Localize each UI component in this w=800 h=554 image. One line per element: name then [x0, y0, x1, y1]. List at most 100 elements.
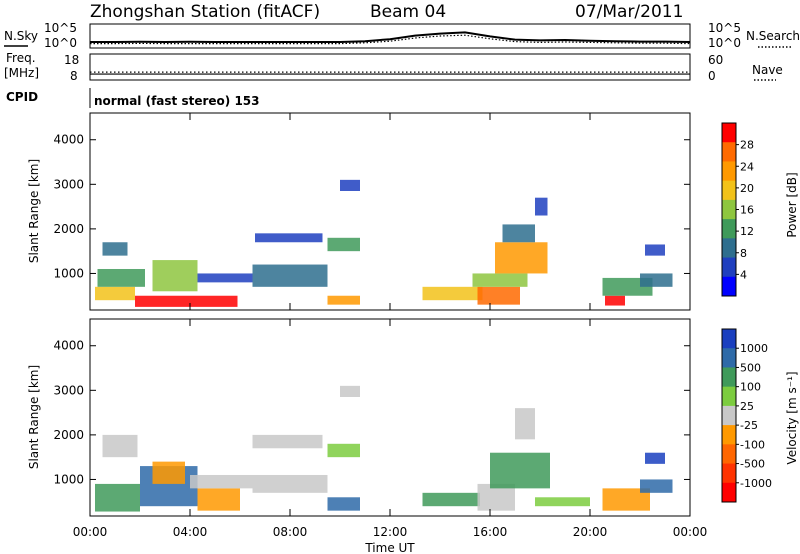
power-colorbar-tick-label: 24 — [740, 160, 754, 173]
power-echo-patch — [252, 264, 328, 287]
velocity-echo-patch — [152, 461, 185, 484]
power-colorbar-swatch — [722, 123, 736, 143]
cpid-value: normal (fast stereo) 153 — [94, 94, 260, 108]
velocity-colorbar-swatch — [722, 444, 736, 465]
power-heatmap — [95, 179, 673, 307]
power-colorbar-swatch — [722, 161, 736, 182]
velocity-colorbar-tick-label: -500 — [740, 458, 765, 471]
nsearch-label: N.Search — [746, 29, 800, 43]
power-echo-patch — [102, 242, 128, 256]
velocity-colorbar-swatch — [722, 386, 736, 407]
velocity-echo-patch — [252, 434, 323, 449]
time-tick-label: 00:00 — [673, 525, 708, 539]
noise-ytick-bottom-right: 10^0 — [708, 36, 741, 50]
power-ylabel: Slant Range [km] — [27, 159, 41, 263]
nave-ytick-top: 60 — [708, 53, 723, 67]
power-colorbar-label: Power [dB] — [785, 172, 799, 237]
noise-line-search — [90, 34, 691, 45]
velocity-colorbar-swatch — [722, 405, 736, 426]
velocity-ytick-label: 2000 — [53, 428, 84, 442]
velocity-colorbar: 1000 500 100 25 -25 -100 -500 -1000 — [721, 328, 772, 503]
power-echo-patch — [340, 179, 360, 191]
power-echo-patch — [645, 244, 665, 256]
noise-ytick-bottom-left: 10^0 — [44, 36, 77, 50]
velocity-yaxis: 4000 3000 2000 1000 — [53, 339, 690, 486]
nave-label: Nave — [752, 63, 783, 77]
time-tick-label: 16:00 — [473, 525, 508, 539]
time-axis-label: Time UT — [364, 541, 415, 554]
beam-label: Beam 04 — [370, 2, 446, 22]
velocity-heatmap — [95, 385, 673, 512]
power-echo-patch — [197, 273, 253, 283]
time-tick-label: 08:00 — [273, 525, 308, 539]
power-colorbar-swatch — [722, 142, 736, 162]
power-colorbar-swatch — [722, 219, 736, 239]
noise-series — [90, 31, 691, 45]
power-colorbar-tick-label: 16 — [740, 204, 754, 217]
time-tick-label: 04:00 — [173, 525, 208, 539]
date-label: 07/Mar/2011 — [575, 2, 683, 22]
power-colorbar-tick-label: 8 — [740, 247, 747, 260]
power-echo-patch — [472, 273, 528, 287]
velocity-colorbar-swatch — [722, 463, 736, 484]
time-tick-label: 12:00 — [373, 525, 408, 539]
noise-ytick-top-right: 10^5 — [708, 21, 741, 35]
power-colorbar-tick-label: 20 — [740, 182, 754, 195]
velocity-colorbar-swatch — [722, 482, 736, 503]
velocity-colorbar-tick-label: 25 — [740, 400, 754, 413]
nave-ytick-bottom: 0 — [708, 69, 716, 83]
velocity-echo-patch — [252, 474, 328, 493]
power-colorbar-swatch — [722, 276, 736, 297]
freq-strip: Freq. [MHz] 18 8 60 0 Nave — [4, 51, 783, 83]
velocity-colorbar-tick-label: 100 — [740, 381, 761, 394]
power-colorbar-swatch — [722, 180, 736, 201]
noise-line-sky — [90, 31, 691, 44]
noise-frame — [89, 23, 691, 49]
freq-series — [90, 71, 690, 75]
power-colorbar-tick-label: 28 — [740, 139, 754, 152]
velocity-colorbar-tick-label: -25 — [740, 419, 758, 432]
velocity-colorbar-swatch — [722, 425, 736, 445]
power-ytick-label: 1000 — [53, 266, 84, 280]
time-tick-label: 00:00 — [73, 525, 108, 539]
velocity-echo-patch — [327, 497, 360, 511]
station-title: Zhongshan Station (fitACF) — [90, 2, 320, 22]
velocity-ytick-label: 4000 — [53, 339, 84, 353]
velocity-echo-patch — [515, 408, 535, 440]
velocity-colorbar-swatch — [722, 329, 736, 349]
velocity-colorbar-tick-label: -100 — [740, 438, 765, 451]
velocity-colorbar-swatch — [722, 367, 736, 388]
cpid-label: CPID — [6, 90, 38, 104]
noise-ytick-top-left: 10^5 — [44, 21, 77, 35]
freq-label-line1: Freq. — [6, 51, 36, 65]
power-colorbar: 28 24 20 16 12 8 4 — [721, 122, 754, 297]
power-echo-patch — [535, 197, 548, 216]
velocity-colorbar-tick-label: -1000 — [740, 477, 772, 490]
velocity-echo-patch — [190, 474, 253, 489]
velocity-colorbar-swatch — [722, 348, 736, 368]
power-colorbar-tick-label: 4 — [740, 268, 747, 281]
velocity-ytick-label: 1000 — [53, 472, 84, 486]
velocity-echo-patch — [645, 452, 665, 464]
velocity-echo-patch — [197, 488, 240, 511]
velocity-echo-patch — [535, 497, 590, 507]
power-echo-patch — [135, 295, 238, 307]
power-echo-patch — [97, 268, 145, 287]
power-echo-patch — [152, 260, 198, 292]
power-echo-patch — [495, 242, 548, 274]
power-echo-patch — [95, 286, 135, 301]
velocity-colorbar-tick-label: 1000 — [740, 342, 768, 355]
freq-frame — [89, 53, 691, 81]
freq-ytick-top: 18 — [64, 53, 79, 67]
velocity-colorbar-label: Velocity [m s⁻¹] — [785, 371, 799, 464]
velocity-echo-patch — [602, 488, 650, 511]
velocity-colorbar-frame — [721, 328, 737, 503]
power-echo-patch — [477, 286, 520, 305]
power-echo-patch — [502, 224, 535, 243]
power-colorbar-swatch — [722, 238, 736, 259]
velocity-panel: 4000 3000 2000 1000 Slant Range [km] 1000 50… — [27, 318, 799, 517]
power-ytick-label: 2000 — [53, 222, 84, 236]
velocity-echo-patch — [95, 483, 140, 512]
noise-strip: N.Sky 10^5 10^0 10^5 10^0 N.Search — [4, 21, 800, 50]
